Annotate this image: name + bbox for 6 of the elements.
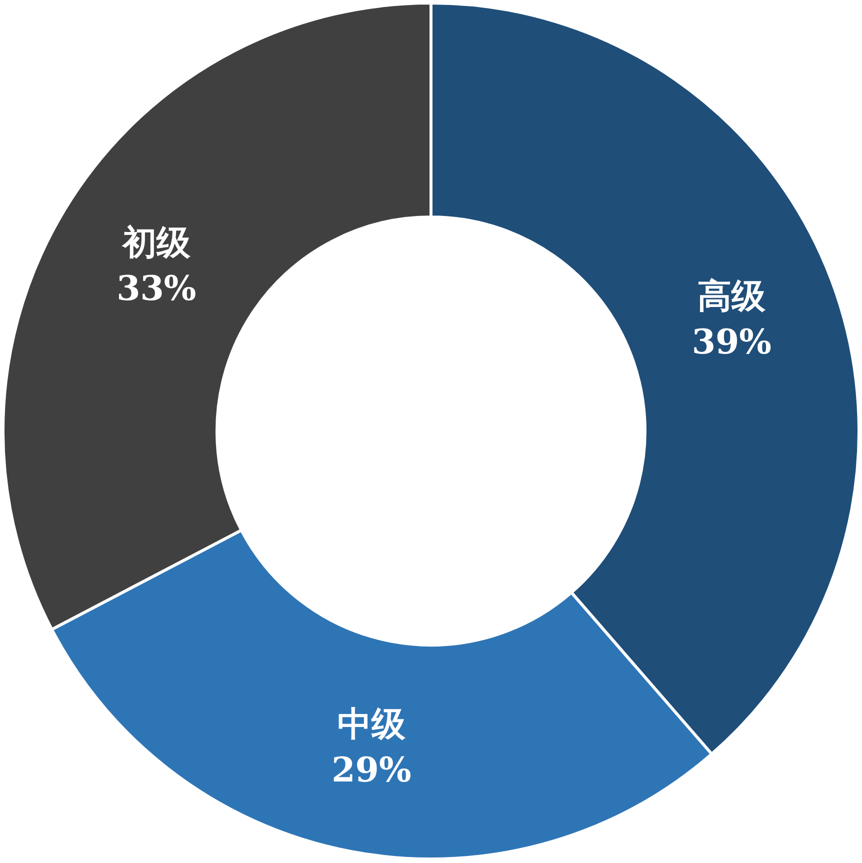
data-label: 39% bbox=[692, 322, 772, 363]
data-label: 33% bbox=[116, 268, 196, 309]
slice-label: 中级 bbox=[337, 704, 406, 744]
slice-label: 高级 bbox=[698, 276, 767, 317]
slice-label: 初级 bbox=[121, 222, 192, 263]
data-label: 29% bbox=[332, 750, 412, 790]
